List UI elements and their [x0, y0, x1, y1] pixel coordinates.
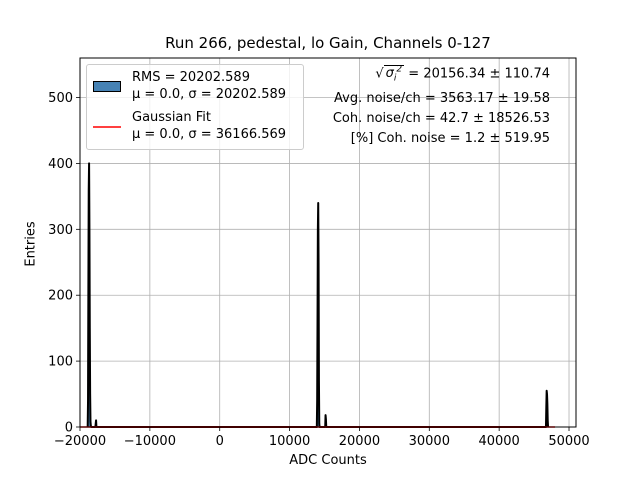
grid-lines: [79, 58, 576, 428]
legend-histogram-line2: μ = 0.0, σ = 20202.589: [132, 87, 287, 102]
x-tick-label: −10000: [124, 434, 176, 449]
stat-coh-noise-pct: [%] Coh. noise = 1.2 ± 519.95: [350, 130, 550, 146]
x-tick-label: 0: [216, 434, 224, 449]
x-tick-label: 10000: [269, 434, 310, 449]
legend-gaussian-line2: μ = 0.0, σ = 36166.569: [132, 127, 287, 142]
y-tick-label: 500: [48, 91, 73, 106]
stat-total-noise-value: = 20156.34 ± 110.74: [404, 66, 550, 82]
legend-histogram-swatch: [93, 81, 121, 92]
legend-histogram-line1: RMS = 20202.589: [132, 70, 250, 85]
axes-frame: [79, 57, 577, 428]
sigma-radicand: σi2: [383, 65, 405, 84]
legend: RMS = 20202.589 μ = 0.0, σ = 20202.589 G…: [86, 64, 304, 150]
stat-avg-noise: Avg. noise/ch = 3563.17 ± 19.58: [334, 90, 550, 106]
sqrt-symbol: √: [375, 66, 384, 82]
x-axis-label: ADC Counts: [289, 453, 367, 468]
stat-coh-noise: Coh. noise/ch = 42.7 ± 18526.53: [332, 110, 550, 126]
noise-stats: √ σi2 = 20156.34 ± 110.74 Avg. noise/ch =…: [333, 60, 550, 149]
stat-total-noise: √ σi2 = 20156.34 ± 110.74: [333, 60, 550, 89]
legend-gaussian-line1: Gaussian Fit: [132, 110, 212, 125]
y-tick-label: 400: [48, 157, 73, 172]
x-tick-label: 40000: [478, 434, 519, 449]
histogram-series: [86, 162, 550, 428]
legend-gaussian-line-swatch: [93, 126, 121, 128]
x-tick-label: 30000: [409, 434, 450, 449]
x-tick-label: 20000: [339, 434, 380, 449]
y-tick-label: 100: [48, 355, 73, 370]
y-tick-label: 200: [48, 289, 73, 304]
y-tick-label: 0: [65, 421, 73, 436]
x-tick-label: 50000: [548, 434, 589, 449]
y-tick-label: 300: [48, 223, 73, 238]
y-axis-label: Entries: [23, 221, 39, 267]
x-tick-label: −20000: [54, 434, 106, 449]
chart-title: Run 266, pedestal, lo Gain, Channels 0-1…: [165, 34, 491, 52]
